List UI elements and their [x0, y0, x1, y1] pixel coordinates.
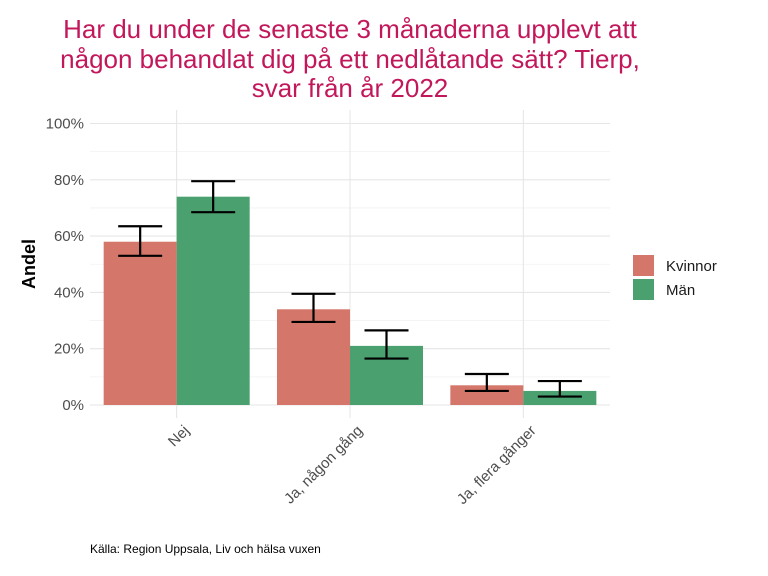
bar-kvinnor [277, 309, 350, 405]
legend-label: Män [666, 282, 695, 299]
y-tick-label: 0% [62, 397, 84, 414]
x-tick-label: Ja, någon gång [281, 422, 366, 507]
legend-key-kvinnor [633, 255, 654, 276]
y-tick-label: 100% [46, 116, 84, 133]
y-tick-label: 40% [54, 284, 84, 301]
legend: Kvinnor Män [633, 255, 717, 300]
x-axis-ticks: Nej Ja, någon gång Ja, flera gånger [165, 422, 540, 508]
bar-män [176, 196, 250, 405]
caption: Källa: Region Uppsala, Liv och hälsa vux… [90, 542, 321, 556]
bar-män [523, 390, 597, 405]
chart-title: Har du under de senaste 3 månaderna uppl… [60, 14, 640, 103]
legend-label: Kvinnor [666, 258, 717, 275]
y-tick-label: 60% [54, 228, 84, 245]
legend-key-män [633, 279, 654, 300]
y-tick-label: 20% [54, 341, 84, 358]
x-tick-label: Nej [165, 422, 193, 450]
y-axis-title: Andel [19, 239, 39, 289]
title-line-2: någon behandlat dig på ett nedlåtande sä… [60, 44, 640, 74]
x-tick-label: Ja, flera gånger [454, 422, 540, 508]
title-line-1: Har du under de senaste 3 månaderna uppl… [63, 14, 638, 44]
bars [103, 196, 597, 405]
y-axis-ticks: 0% 20% 40% 60% 80% 100% [46, 116, 84, 415]
error-bars [118, 180, 582, 398]
title-line-3: svar från år 2022 [252, 73, 449, 103]
bar-kvinnor [103, 241, 177, 405]
y-tick-label: 80% [54, 172, 84, 189]
